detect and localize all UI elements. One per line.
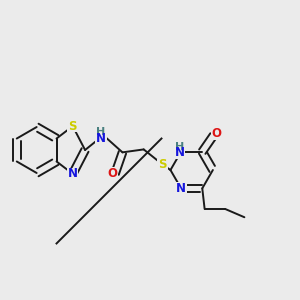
FancyBboxPatch shape: [176, 182, 187, 195]
Text: S: S: [159, 158, 167, 171]
Text: S: S: [68, 120, 77, 133]
Text: O: O: [212, 128, 221, 140]
FancyBboxPatch shape: [106, 167, 118, 180]
Text: H: H: [175, 142, 184, 152]
Text: N: N: [175, 146, 184, 159]
Text: N: N: [68, 167, 78, 180]
FancyBboxPatch shape: [174, 141, 185, 153]
FancyBboxPatch shape: [157, 158, 168, 171]
FancyBboxPatch shape: [211, 128, 222, 140]
FancyBboxPatch shape: [95, 126, 106, 139]
Text: O: O: [107, 167, 117, 180]
FancyBboxPatch shape: [95, 132, 106, 144]
FancyBboxPatch shape: [174, 147, 185, 159]
Text: H: H: [96, 127, 106, 137]
Text: N: N: [96, 132, 106, 145]
Text: N: N: [176, 182, 186, 195]
FancyBboxPatch shape: [67, 168, 78, 180]
FancyBboxPatch shape: [67, 120, 78, 132]
